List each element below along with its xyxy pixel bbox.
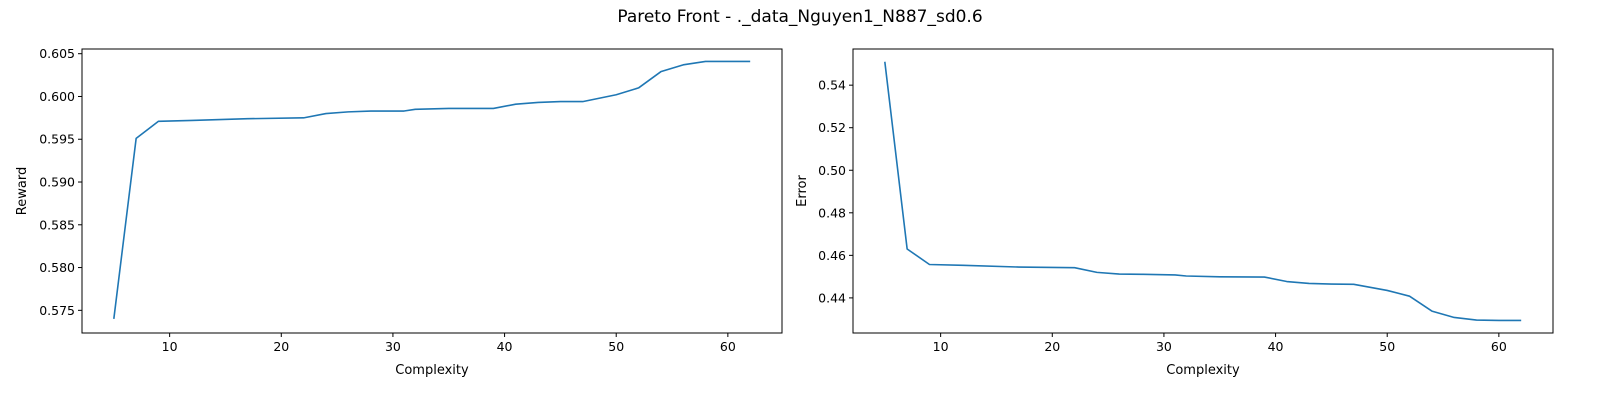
reward-x-tick-label: 60 <box>720 339 736 354</box>
reward-x-tick-label: 30 <box>385 339 401 354</box>
reward-y-tick-label: 0.580 <box>39 260 75 275</box>
reward-y-tick-label: 0.585 <box>39 217 75 232</box>
error-y-tick-label: 0.48 <box>818 205 846 220</box>
error-x-tick-label: 40 <box>1268 339 1284 354</box>
error-y-tick-label: 0.46 <box>818 248 846 263</box>
error-y-tick-label: 0.54 <box>818 78 846 93</box>
figure-title: Pareto Front - ._data_Nguyen1_N887_sd0.6 <box>617 7 982 27</box>
reward-y-tick-label: 0.595 <box>39 132 75 147</box>
reward-chart-frame <box>81 48 783 334</box>
error-x-axis-label: Complexity <box>1166 363 1240 378</box>
error-chart: 10 20 30 40 50 60 0.44 0.46 0.48 0.50 0.52 0.54 Co… <box>795 48 1554 378</box>
error-series-layer <box>884 61 1522 322</box>
error-y-axis-label: Error <box>795 175 810 207</box>
error-chart-frame <box>852 48 1554 334</box>
reward-x-tick-label: 20 <box>273 339 289 354</box>
error-y-tick-label: 0.44 <box>818 290 846 305</box>
reward-chart: 10 20 30 40 50 60 0.5750.5800.5850.5900.5950.… <box>15 46 783 378</box>
reward-x-tick-label: 50 <box>608 339 624 354</box>
reward-y-tick-label: 0.590 <box>39 175 75 190</box>
reward-series-line <box>113 60 751 319</box>
error-x-ticks: 10 20 30 40 50 60 <box>933 333 1507 354</box>
reward-x-axis-label: Complexity <box>395 363 469 378</box>
reward-x-tick-label: 40 <box>497 339 513 354</box>
reward-y-tick-label: 0.600 <box>39 89 75 104</box>
error-series-line <box>884 61 1522 322</box>
error-x-tick-label: 20 <box>1044 339 1060 354</box>
reward-y-tick-label: 0.605 <box>39 46 75 61</box>
reward-series-layer <box>113 60 751 319</box>
error-x-tick-label: 30 <box>1156 339 1172 354</box>
reward-y-ticks: 0.575 0.580 0.585 0.590 0.595 0.600 0.605 <box>39 46 82 318</box>
error-y-tick-label: 0.52 <box>818 120 846 135</box>
reward-y-tick-label: 0.575 <box>39 303 75 318</box>
reward-y-axis-label: Reward <box>15 167 30 215</box>
reward-x-ticks: 10 20 30 40 50 60 <box>162 333 736 354</box>
error-x-tick-label: 50 <box>1379 339 1395 354</box>
error-x-tick-label: 10 <box>933 339 949 354</box>
error-y-ticks: 0.44 0.46 0.48 0.50 0.52 0.54 <box>818 78 853 305</box>
error-y-tick-label: 0.50 <box>818 163 846 178</box>
error-x-tick-label: 60 <box>1491 339 1507 354</box>
reward-x-tick-label: 10 <box>162 339 178 354</box>
